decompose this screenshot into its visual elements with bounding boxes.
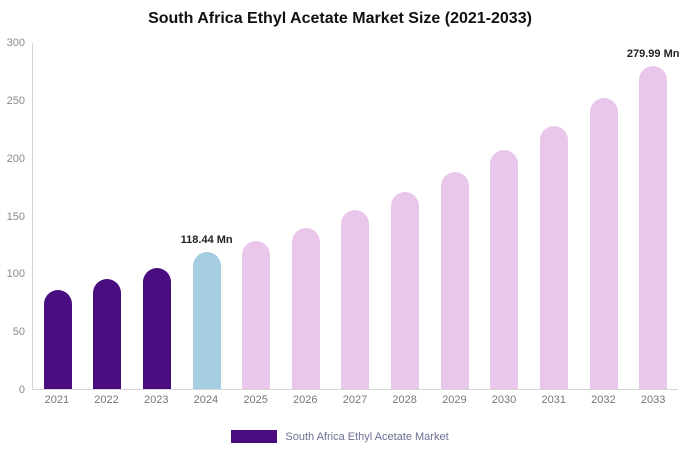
bar-slot (430, 43, 480, 389)
bar-2030 (490, 150, 519, 389)
bar-2023 (143, 267, 172, 389)
x-tick-2026: 2026 (293, 394, 318, 406)
y-tick-200: 200 (6, 152, 25, 165)
bar-2031 (539, 126, 568, 389)
bar-slot (83, 43, 133, 389)
y-tick-0: 0 (18, 384, 25, 396)
x-tick-2027: 2027 (342, 394, 368, 406)
x-tick-2023: 2023 (143, 394, 169, 406)
bar-slot (628, 43, 678, 389)
bar-2024 (192, 252, 221, 389)
bar-slot (529, 43, 579, 389)
x-tick-2032: 2032 (591, 394, 616, 406)
bar-2033 (639, 66, 668, 389)
bar-slot (132, 43, 182, 389)
x-tick-2028: 2028 (392, 394, 417, 406)
bar-2032 (589, 98, 618, 389)
bar-2025 (242, 241, 271, 389)
legend: South Africa Ethyl Acetate Market (0, 430, 680, 443)
x-tick-2024: 2024 (193, 394, 219, 406)
bar-slot (479, 43, 529, 389)
bar-2028 (391, 191, 420, 389)
x-tick-2031: 2031 (541, 394, 566, 406)
bar-2029 (440, 172, 469, 389)
y-tick-100: 100 (6, 268, 25, 281)
x-axis-labels: 2021 2022 2023 2024 2025 2026 2027 2028 2029 2030… (32, 394, 678, 410)
bar-slot (380, 43, 430, 389)
bar-2022 (93, 279, 122, 389)
bar-slot (579, 43, 629, 389)
bar-slot (231, 43, 281, 389)
bar-slot (182, 43, 232, 389)
x-tick-2029: 2029 (442, 394, 467, 406)
x-tick-2030: 2030 (491, 394, 517, 406)
legend-swatch (231, 430, 278, 443)
bar-2027 (341, 210, 370, 389)
y-tick-50: 50 (12, 326, 25, 339)
bar-2021 (43, 289, 72, 389)
x-tick-2025: 2025 (243, 394, 268, 406)
bar-slot (281, 43, 331, 389)
x-tick-2022: 2022 (94, 394, 119, 406)
y-tick-250: 250 (6, 94, 25, 107)
bar-2026 (291, 227, 320, 389)
bars-row (33, 43, 678, 389)
y-axis: 0 50 100 150 200 250 300 (0, 37, 28, 396)
x-tick-2021: 2021 (44, 394, 70, 406)
legend-label: South Africa Ethyl Acetate Market (285, 430, 449, 443)
y-tick-300: 300 (6, 37, 25, 49)
bar-slot (33, 43, 83, 389)
x-tick-2033: 2033 (640, 394, 666, 406)
chart-title: South Africa Ethyl Acetate Market Size (… (148, 10, 532, 27)
bar-slot (331, 43, 381, 389)
plot-area: 118.44 Mn 279.99 Mn (32, 43, 679, 390)
y-tick-150: 150 (6, 210, 25, 223)
